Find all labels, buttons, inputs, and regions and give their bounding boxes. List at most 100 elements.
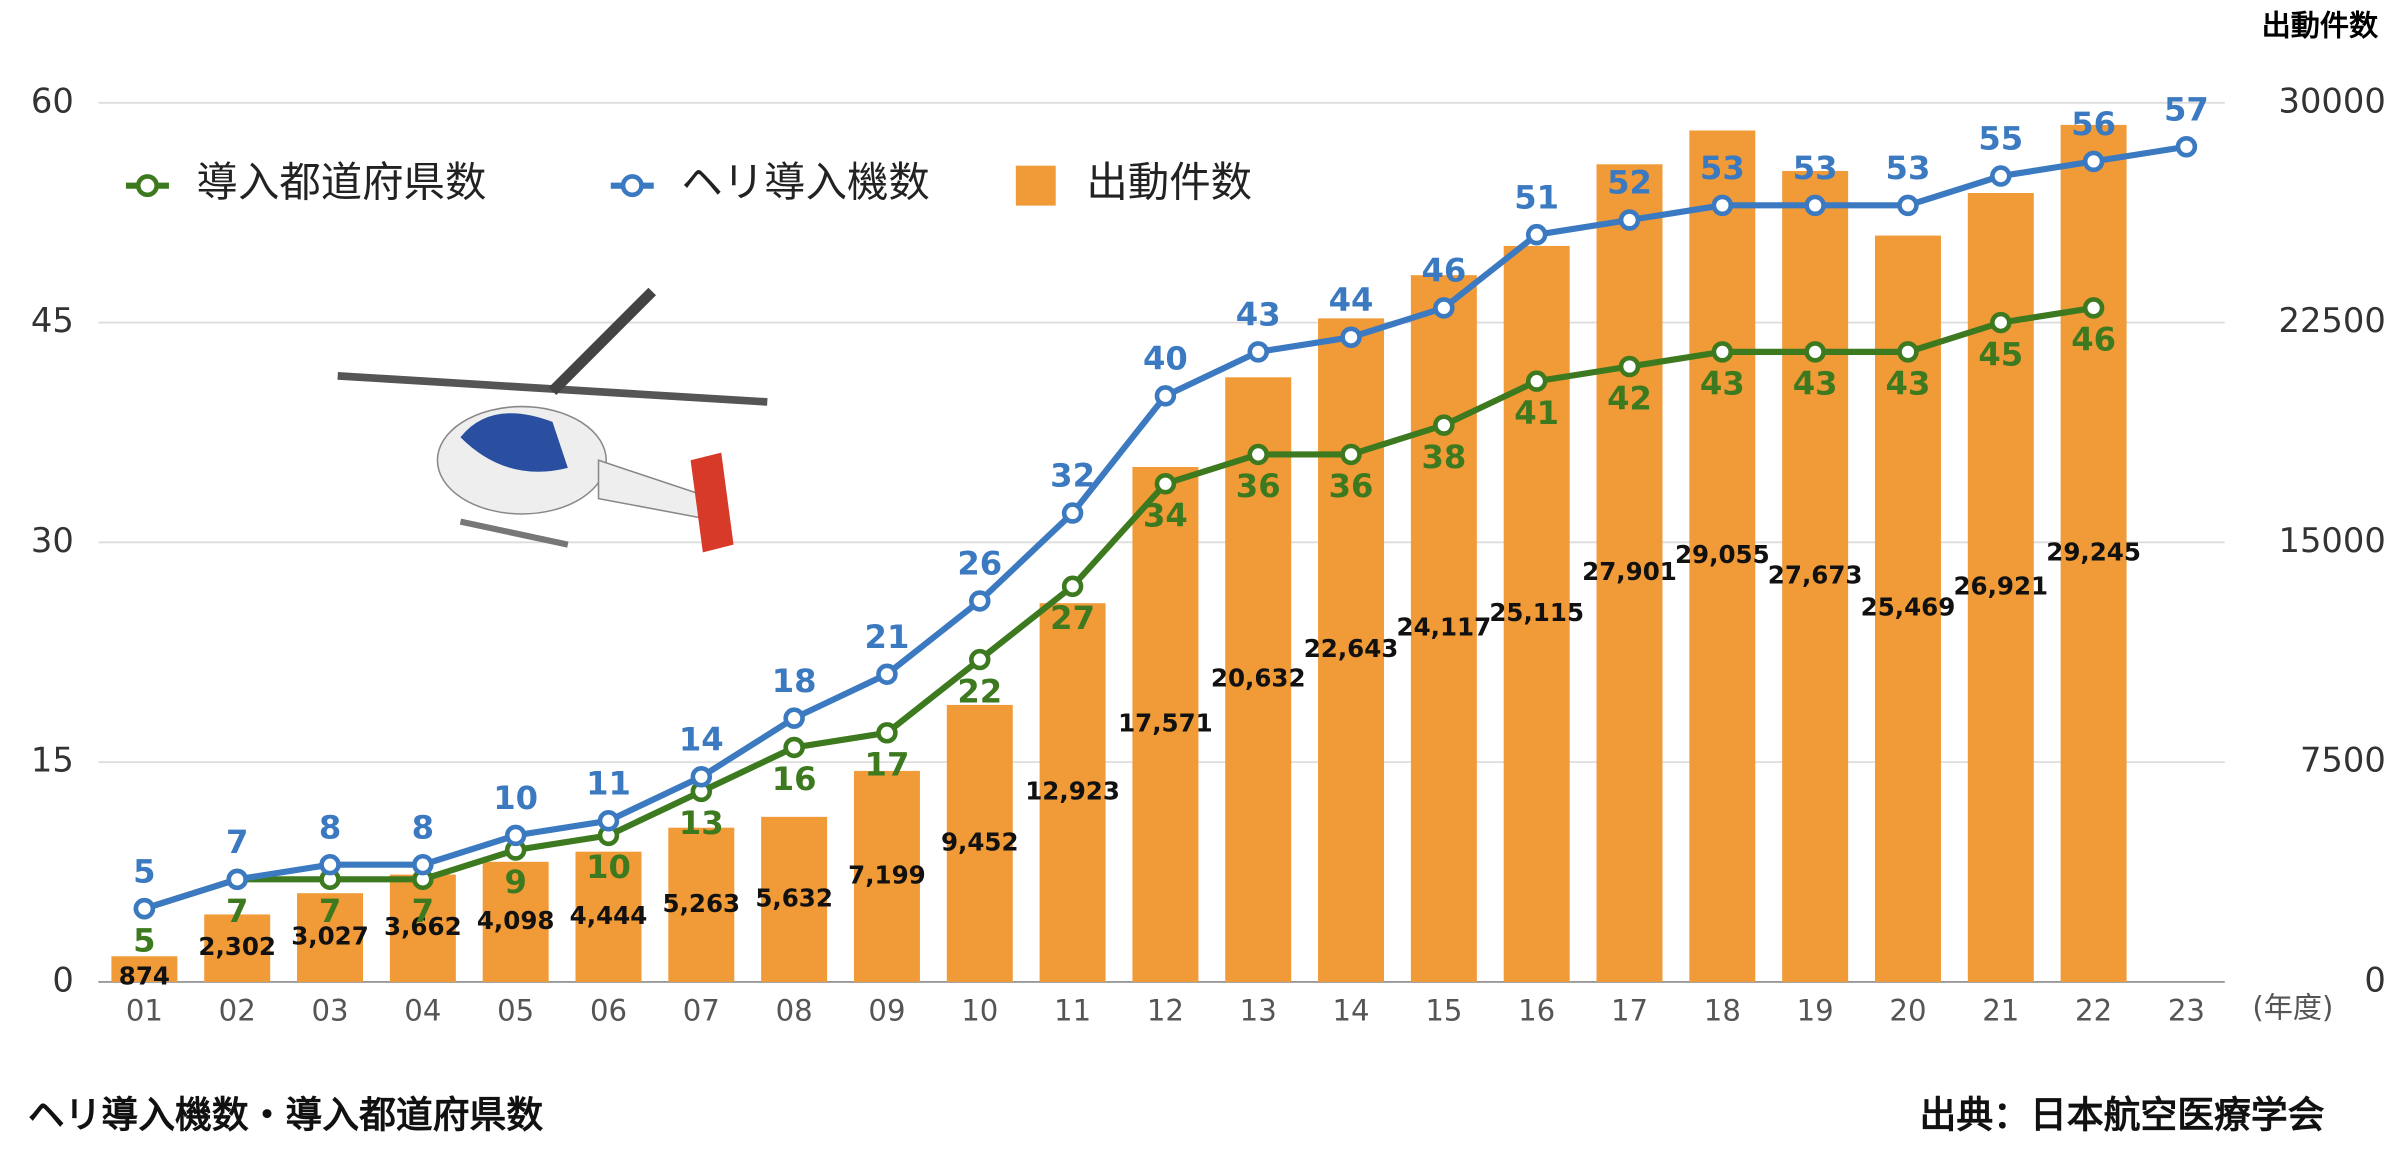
bar-value-label: 874	[119, 962, 170, 991]
point	[1247, 341, 1269, 363]
point-value-label: 8	[412, 808, 434, 846]
point-value-label: 41	[1514, 394, 1559, 432]
bar-value-label: 27,901	[1582, 557, 1677, 586]
point-value-label: 21	[865, 618, 910, 656]
point	[690, 766, 713, 788]
point-value-label: 38	[1421, 438, 1466, 476]
x-tick-label: 02	[219, 994, 256, 1028]
point-value-label: 40	[1143, 340, 1188, 378]
point-value-label: 53	[1793, 149, 1838, 187]
point-value-label: 10	[586, 848, 631, 886]
x-tick-label: 12	[1147, 994, 1184, 1028]
point-value-label: 14	[679, 720, 724, 758]
bar	[1782, 170, 1849, 982]
bar	[668, 827, 735, 982]
point	[504, 824, 527, 847]
x-tick-label: 08	[776, 994, 813, 1028]
point-value-label: 42	[1607, 379, 1652, 417]
point	[783, 736, 805, 759]
y2-tick-label: 22500	[2279, 301, 2386, 340]
y2-tick-label: 7500	[2300, 741, 2386, 780]
point-value-label: 57	[2164, 90, 2209, 128]
bar	[1689, 130, 1756, 982]
bar-value-label: 3,662	[384, 912, 462, 941]
bar	[1410, 275, 1477, 982]
lines: 874 2,302 3,027 3,662 4,098 4,444 5,263 5,632 7,…	[119, 90, 2209, 990]
point-value-label: 43	[1700, 365, 1745, 403]
legend-label: ヘリ導入機数	[681, 159, 929, 207]
x-tick-label: 03	[311, 994, 348, 1028]
bar-value-label: 17,571	[1118, 708, 1213, 737]
bar-value-label: 26,921	[1953, 571, 2048, 600]
bar-value-label: 7,199	[848, 860, 926, 889]
x-tick-label: 04	[404, 994, 441, 1028]
point-value-label: 7	[412, 892, 434, 930]
point	[1433, 414, 1455, 436]
point-value-label: 43	[1793, 365, 1838, 403]
line	[143, 304, 2095, 912]
point-value-label: 7	[226, 823, 248, 861]
y-tick-label: 45	[31, 301, 74, 340]
bar-value-label: 25,115	[1489, 598, 1584, 627]
point-value-label: 5	[133, 921, 155, 959]
x-tick-label: 14	[1333, 994, 1370, 1028]
x-tick-label: 19	[1797, 994, 1834, 1028]
point	[1061, 575, 1084, 598]
bar-value-label: 9,452	[941, 827, 1019, 856]
x-tick-label: 20	[1889, 994, 1926, 1028]
helicopter-illustration	[337, 287, 768, 553]
point-value-label: 52	[1607, 164, 1652, 202]
point-value-label: 27	[1050, 599, 1095, 637]
point	[2175, 136, 2198, 158]
point-value-label: 7	[319, 892, 341, 930]
bar-value-label: 4,098	[477, 906, 555, 935]
point	[1340, 443, 1362, 466]
point	[1525, 370, 1548, 392]
point	[969, 648, 991, 671]
x-tick-label: 07	[683, 994, 720, 1028]
bar-value-label: 12,923	[1025, 777, 1120, 806]
bar	[482, 861, 549, 982]
bar-value-label: 5,632	[755, 883, 833, 912]
point	[1433, 297, 1455, 319]
point	[876, 722, 898, 744]
x-tick-label: 17	[1611, 994, 1648, 1028]
point	[226, 868, 248, 891]
point-value-label: 45	[1978, 335, 2023, 373]
point	[1711, 341, 1734, 363]
bar	[297, 893, 364, 982]
bar-value-label: 24,117	[1397, 613, 1492, 642]
x-tick-label: 21	[1982, 994, 2019, 1028]
bar-value-label: 20,632	[1211, 664, 1306, 693]
point	[1247, 443, 1269, 466]
point	[2082, 150, 2105, 173]
bar	[1132, 467, 1199, 982]
bar	[575, 851, 642, 982]
point-value-label: 46	[2071, 321, 2116, 359]
point-value-label: 18	[772, 662, 817, 700]
point-value-label: 53	[1700, 149, 1745, 187]
point-value-label: 11	[586, 764, 631, 802]
point-value-label: 51	[1514, 178, 1559, 216]
bar-value-label: 3,027	[291, 922, 369, 951]
point	[1618, 355, 1641, 378]
x-tick-label: 06	[590, 994, 627, 1028]
x-tick-label: 15	[1425, 994, 1462, 1028]
caption: ヘリ導入機数・導入都道府県数	[28, 1093, 544, 1136]
point	[1990, 311, 2012, 334]
point-value-label: 26	[957, 545, 1002, 583]
point	[319, 853, 341, 876]
point	[876, 663, 898, 685]
point	[412, 853, 434, 876]
legend-label: 出動件数	[1086, 159, 1252, 207]
point-value-label: 17	[865, 746, 910, 784]
x-tick-label: 11	[1054, 994, 1091, 1028]
point-value-label: 7	[226, 892, 248, 930]
point	[133, 897, 156, 920]
bar-value-label: 29,055	[1675, 540, 1770, 569]
x-tick-label: 13	[1240, 994, 1277, 1028]
point-value-label: 36	[1236, 467, 1281, 505]
point-value-label: 46	[1421, 252, 1466, 290]
y2-axis-label: 出動件数	[2262, 9, 2379, 43]
point	[1990, 165, 2012, 187]
